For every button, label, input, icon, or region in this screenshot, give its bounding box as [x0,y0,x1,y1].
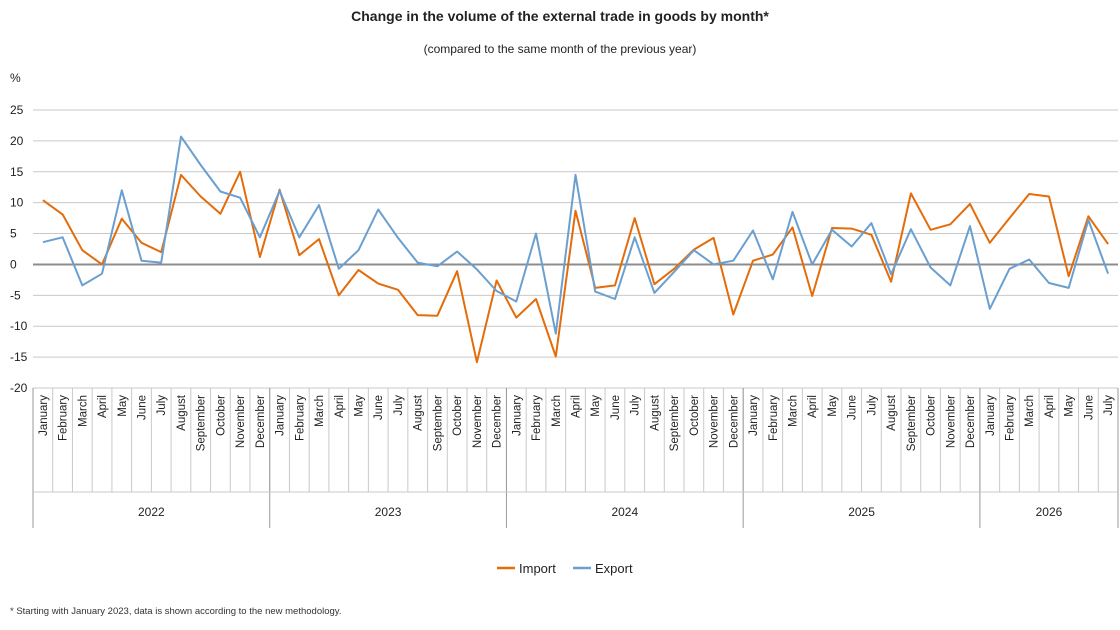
chart-subtitle: (compared to the same month of the previ… [423,42,697,56]
x-tick-label-month: October [689,395,701,436]
x-tick-label-month: April [1044,395,1056,418]
x-tick-label-month: March [551,395,563,427]
x-tick-label-month: March [788,395,800,427]
x-tick-label-month: February [1005,395,1017,441]
x-tick-label-month: May [354,395,366,417]
x-tick-label-month: May [590,395,602,417]
x-tick-label-year: 2022 [138,505,165,519]
x-tick-label-month: January [985,395,997,436]
x-tick-label-month: July [1103,395,1115,416]
x-tick-label-month: June [1083,395,1095,420]
y-axis-unit-label: % [10,71,21,85]
x-tick-label-month: January [748,395,760,436]
x-tick-label-month: June [137,395,149,420]
x-tick-label-year: 2026 [1036,505,1063,519]
x-tick-label-month: March [314,395,326,427]
y-tick-label: 5 [10,227,17,241]
x-tick-label-month: August [413,394,425,431]
x-tick-label-month: May [827,395,839,417]
y-tick-label: -15 [10,350,28,364]
x-tick-label-month: January [38,395,50,436]
x-tick-label-month: April [97,395,109,418]
x-tick-label-month: August [886,394,898,431]
series-line-export [42,135,1110,335]
y-tick-label: -5 [10,288,21,302]
x-tick-label-month: October [452,395,464,436]
x-tick-label-year: 2025 [848,505,875,519]
x-tick-label-month: February [531,395,543,441]
x-tick-label-month: February [58,395,70,441]
x-tick-label-month: November [945,395,957,448]
x-tick-label-month: August [649,394,661,431]
x-tick-label-month: May [1064,395,1076,417]
y-tick-label: 20 [10,134,24,148]
x-tick-label-month: July [866,395,878,416]
x-tick-label-month: June [610,395,622,420]
x-tick-label-month: September [669,395,681,451]
x-tick-label-month: May [117,395,129,417]
x-tick-label-month: October [926,395,938,436]
chart-title: Change in the volume of the external tra… [351,8,769,24]
x-tick-label-month: June [847,395,859,420]
x-tick-label-month: August [176,394,188,431]
x-tick-label-month: July [393,395,405,416]
x-tick-label-month: November [235,395,247,448]
x-tick-label-month: November [709,395,721,448]
x-tick-label-month: September [196,395,208,451]
x-tick-label-month: January [511,395,523,436]
legend-label-import: Import [519,561,556,576]
x-tick-label-month: April [334,395,346,418]
x-tick-label-month: February [294,395,306,441]
x-tick-label-month: December [728,395,740,448]
y-tick-label: 10 [10,196,24,210]
x-tick-label-month: April [807,395,819,418]
x-tick-label-year: 2023 [375,505,402,519]
x-tick-label-month: December [255,395,267,448]
y-tick-label: -10 [10,319,28,333]
legend-label-export: Export [595,561,633,576]
y-tick-label: 0 [10,257,17,271]
x-tick-label-month: September [432,395,444,451]
series-line-import [42,170,1109,364]
x-tick-label-year: 2024 [611,505,638,519]
x-tick-label-month: February [768,395,780,441]
x-tick-label-month: June [373,395,385,420]
y-tick-label: -20 [10,381,28,395]
x-tick-label-month: November [472,395,484,448]
x-tick-label-month: July [630,395,642,416]
footnote: * Starting with January 2023, data is sh… [10,606,342,617]
x-tick-label-month: March [77,395,89,427]
x-tick-label-month: April [571,395,583,418]
x-tick-label-month: December [492,395,504,448]
x-tick-label-month: March [1024,395,1036,427]
x-tick-label-month: December [965,395,977,448]
y-tick-label: 25 [10,103,24,117]
x-tick-label-month: September [906,395,918,451]
y-tick-label: 15 [10,165,24,179]
x-tick-label-month: October [215,395,227,436]
x-tick-label-month: January [275,395,287,436]
x-tick-label-month: July [156,395,168,416]
